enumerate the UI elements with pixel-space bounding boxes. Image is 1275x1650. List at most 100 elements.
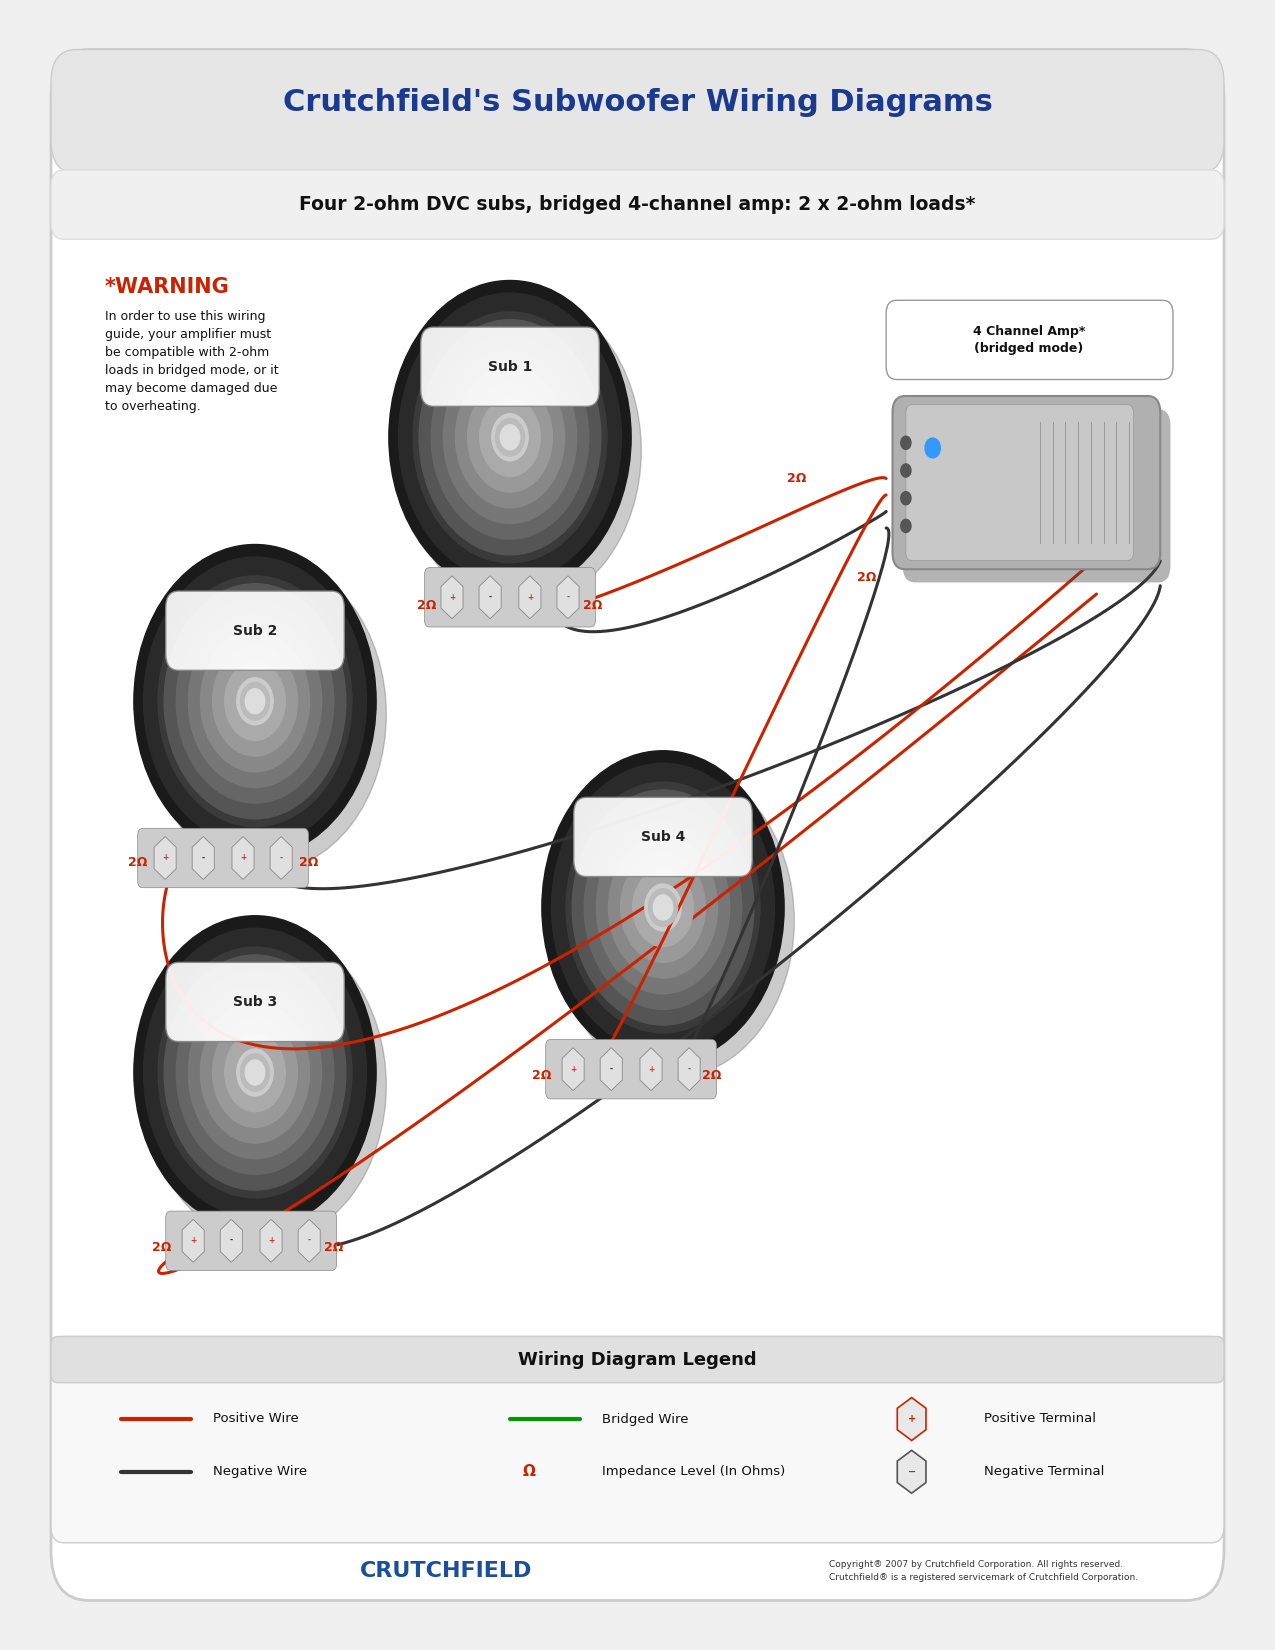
Circle shape <box>492 414 528 460</box>
Text: Crutchfield's Subwoofer Wiring Diagrams: Crutchfield's Subwoofer Wiring Diagrams <box>283 87 992 117</box>
Circle shape <box>552 764 794 1077</box>
Polygon shape <box>640 1048 662 1091</box>
Text: +: + <box>648 1064 654 1074</box>
Circle shape <box>552 764 774 1051</box>
Circle shape <box>399 294 621 581</box>
Polygon shape <box>182 1219 204 1262</box>
Text: 2Ω: 2Ω <box>857 571 877 584</box>
Circle shape <box>164 955 346 1190</box>
Circle shape <box>144 929 366 1216</box>
Text: Sub 3: Sub 3 <box>233 995 277 1008</box>
Circle shape <box>645 884 681 931</box>
Circle shape <box>468 383 552 492</box>
Text: +: + <box>240 853 246 863</box>
Text: -: - <box>566 592 570 602</box>
Polygon shape <box>260 1219 282 1262</box>
Text: -: - <box>488 592 492 602</box>
Circle shape <box>245 1059 265 1086</box>
Text: 2Ω: 2Ω <box>324 1241 344 1254</box>
Circle shape <box>241 683 269 719</box>
Text: 4 Channel Amp*
(bridged mode): 4 Channel Amp* (bridged mode) <box>973 325 1085 355</box>
Text: Sub 2: Sub 2 <box>233 624 277 637</box>
Polygon shape <box>232 837 254 879</box>
Circle shape <box>419 320 601 554</box>
Text: -: - <box>230 1236 233 1246</box>
Text: −: − <box>908 1467 915 1477</box>
Text: In order to use this wiring
guide, your amplifier must
be compatible with 2-ohm
: In order to use this wiring guide, your … <box>105 310 278 412</box>
FancyBboxPatch shape <box>903 409 1170 582</box>
Text: 2Ω: 2Ω <box>787 472 807 485</box>
Text: +: + <box>162 853 168 863</box>
Circle shape <box>144 929 386 1242</box>
Text: 2Ω: 2Ω <box>128 856 148 870</box>
Text: Wiring Diagram Legend: Wiring Diagram Legend <box>518 1351 757 1368</box>
Circle shape <box>649 889 677 926</box>
Circle shape <box>566 782 760 1033</box>
Circle shape <box>653 894 673 921</box>
Circle shape <box>455 366 565 508</box>
FancyBboxPatch shape <box>51 50 1224 173</box>
Text: Sub 4: Sub 4 <box>641 830 685 843</box>
Polygon shape <box>898 1450 926 1493</box>
FancyBboxPatch shape <box>886 300 1173 380</box>
Circle shape <box>245 688 265 714</box>
Text: -: - <box>609 1064 613 1074</box>
FancyBboxPatch shape <box>546 1040 717 1099</box>
Text: 2Ω: 2Ω <box>583 599 603 612</box>
Text: +: + <box>908 1414 915 1424</box>
Text: 2Ω: 2Ω <box>417 599 437 612</box>
Circle shape <box>572 790 754 1025</box>
Text: 2Ω: 2Ω <box>152 1241 172 1254</box>
Text: Ω: Ω <box>523 1464 536 1480</box>
Circle shape <box>597 822 729 993</box>
Polygon shape <box>601 1048 622 1091</box>
Text: 2Ω: 2Ω <box>532 1069 552 1082</box>
Circle shape <box>584 805 742 1010</box>
Text: Positive Wire: Positive Wire <box>213 1412 298 1426</box>
Circle shape <box>237 678 273 724</box>
Circle shape <box>542 751 784 1064</box>
Circle shape <box>189 987 321 1158</box>
Circle shape <box>158 576 352 827</box>
FancyBboxPatch shape <box>51 170 1224 239</box>
FancyBboxPatch shape <box>574 797 752 876</box>
Circle shape <box>213 647 297 756</box>
Text: Bridged Wire: Bridged Wire <box>602 1412 688 1426</box>
Circle shape <box>224 662 286 741</box>
Polygon shape <box>193 837 214 879</box>
Circle shape <box>444 351 576 523</box>
Circle shape <box>134 544 376 858</box>
Circle shape <box>632 868 694 947</box>
Polygon shape <box>270 837 292 879</box>
Circle shape <box>158 947 352 1198</box>
Polygon shape <box>298 1219 320 1262</box>
Text: Positive Terminal: Positive Terminal <box>984 1412 1096 1426</box>
Circle shape <box>245 1059 265 1086</box>
Text: 2Ω: 2Ω <box>701 1069 722 1082</box>
Polygon shape <box>898 1398 926 1440</box>
Polygon shape <box>221 1219 242 1262</box>
Polygon shape <box>519 576 541 619</box>
Text: +: + <box>190 1236 196 1246</box>
Circle shape <box>144 558 386 871</box>
Circle shape <box>608 837 718 978</box>
Polygon shape <box>557 576 579 619</box>
Circle shape <box>431 335 589 540</box>
Circle shape <box>241 1054 269 1091</box>
FancyBboxPatch shape <box>166 1211 337 1270</box>
Circle shape <box>900 492 910 505</box>
Circle shape <box>900 520 910 533</box>
Text: *WARNING: *WARNING <box>105 277 230 297</box>
Circle shape <box>900 464 910 477</box>
FancyBboxPatch shape <box>905 404 1133 561</box>
Text: Four 2-ohm DVC subs, bridged 4-channel amp: 2 x 2-ohm loads*: Four 2-ohm DVC subs, bridged 4-channel a… <box>300 195 975 214</box>
FancyBboxPatch shape <box>166 591 344 670</box>
Circle shape <box>399 294 641 607</box>
Text: +: + <box>449 592 455 602</box>
Text: +: + <box>527 592 533 602</box>
Circle shape <box>224 1033 286 1112</box>
FancyBboxPatch shape <box>892 396 1160 569</box>
Text: +: + <box>268 1236 274 1246</box>
FancyBboxPatch shape <box>421 327 599 406</box>
Circle shape <box>134 916 376 1229</box>
